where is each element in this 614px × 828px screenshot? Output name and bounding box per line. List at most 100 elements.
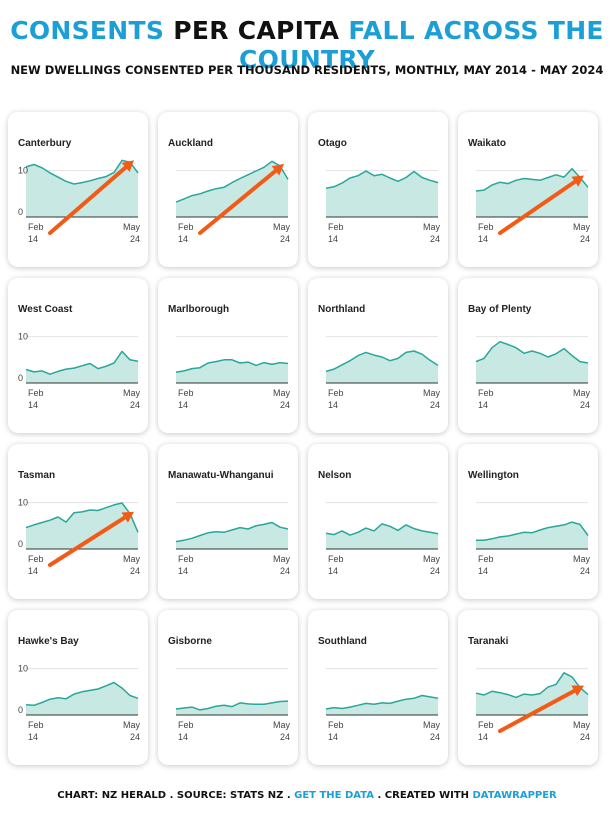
- x-tick-label: 14: [328, 732, 338, 742]
- panel-title: Waikato: [468, 138, 506, 149]
- series-line: [175, 359, 289, 374]
- series-area: [326, 523, 438, 549]
- x-tick-label: 24: [430, 732, 440, 742]
- x-tick-label: May: [573, 554, 591, 564]
- x-tick-label: 14: [478, 400, 488, 410]
- series-line: [25, 159, 139, 185]
- x-tick-label: 24: [580, 732, 590, 742]
- y-tick-label: 0: [18, 207, 23, 217]
- panel-chart: Feb 14 May 24: [325, 170, 441, 244]
- x-tick-label: 14: [478, 732, 488, 742]
- series-area: [176, 359, 288, 383]
- panel-chart: 10 0 Feb 14 May 24: [18, 159, 141, 244]
- panel-chart: Feb 14 May 24: [175, 160, 291, 244]
- panel-chart: 10 0 Feb 14 May 24: [18, 332, 140, 410]
- x-tick-label: 24: [130, 400, 140, 410]
- series-line: [325, 350, 439, 373]
- x-tick-label: Feb: [178, 554, 194, 564]
- x-tick-label: 14: [178, 732, 188, 742]
- panel-title: Bay of Plenty: [468, 304, 532, 315]
- series-area: [26, 682, 138, 715]
- panel-chart: Feb 14 May 24: [325, 502, 440, 576]
- series-line: [325, 523, 439, 536]
- series-area: [176, 161, 288, 217]
- panel-chart: 10 0 Feb 14 May 24: [18, 498, 141, 576]
- panel-chart: Feb 14 May 24: [475, 167, 590, 244]
- panel-manawatu-whanganui: Feb 14 May 24 Manawatu-Whanganui: [158, 444, 298, 599]
- series-line: [25, 350, 139, 375]
- panel-title: Tasman: [18, 470, 56, 481]
- x-tick-label: Feb: [28, 720, 44, 730]
- x-tick-label: 14: [328, 234, 338, 244]
- series-line: [25, 681, 139, 707]
- y-tick-label: 10: [18, 664, 28, 674]
- panel-bay-of-plenty: Feb 14 May 24 Bay of Plenty: [458, 278, 598, 433]
- trend-arrow-head: [571, 175, 584, 187]
- series-area: [326, 171, 438, 217]
- x-tick-label: 24: [580, 400, 590, 410]
- series-area: [26, 503, 138, 549]
- x-tick-label: 24: [280, 566, 290, 576]
- panel-otago: Feb 14 May 24 Otago: [308, 112, 448, 267]
- panel-title: Nelson: [318, 470, 352, 481]
- x-tick-label: May: [273, 554, 291, 564]
- x-tick-label: 24: [280, 732, 290, 742]
- panel-west-coast: 10 0 Feb 14 May 24 West Coast: [8, 278, 148, 433]
- x-tick-label: May: [123, 222, 141, 232]
- y-tick-label: 0: [18, 373, 23, 383]
- panel-chart: Feb 14 May 24: [325, 336, 440, 410]
- panel-title: West Coast: [18, 304, 73, 315]
- trend-arrow-shaft: [48, 515, 127, 567]
- datawrapper-link[interactable]: DATAWRAPPER: [472, 790, 557, 801]
- panel-title: Wellington: [468, 470, 519, 481]
- trend-arrow-head: [121, 511, 134, 523]
- panel-title: Northland: [318, 304, 366, 315]
- series-line: [325, 694, 439, 710]
- footer-credit: CHART: NZ HERALD . SOURCE: STATS NZ .: [57, 790, 295, 801]
- x-tick-label: May: [423, 222, 441, 232]
- x-tick-label: May: [123, 554, 141, 564]
- x-tick-label: 14: [28, 400, 38, 410]
- panel-nelson: Feb 14 May 24 Nelson: [308, 444, 448, 599]
- series-line: [475, 340, 589, 364]
- panel-chart: Feb 14 May 24: [175, 336, 290, 410]
- series-area: [476, 168, 588, 217]
- x-tick-label: May: [273, 222, 291, 232]
- series-area: [326, 351, 438, 383]
- trend-arrow-head: [121, 160, 134, 172]
- series-line: [476, 521, 589, 541]
- panel-wellington: Feb 14 May 24 Wellington: [458, 444, 598, 599]
- x-tick-label: Feb: [328, 554, 344, 564]
- x-tick-label: 14: [328, 400, 338, 410]
- panel-title: Hawke's Bay: [18, 636, 79, 647]
- panel-tasman: 10 0 Feb 14 May 24 Tasman: [8, 444, 148, 599]
- x-tick-label: 24: [580, 566, 590, 576]
- x-tick-label: 14: [28, 566, 38, 576]
- panel-title: Auckland: [168, 138, 214, 149]
- x-tick-label: May: [573, 720, 591, 730]
- panel-southland: Feb 14 May 24 Southland: [308, 610, 448, 765]
- trend-arrow-shaft: [498, 688, 577, 733]
- y-tick-label: 10: [18, 166, 28, 176]
- x-tick-label: Feb: [178, 388, 194, 398]
- x-tick-label: Feb: [178, 720, 194, 730]
- x-tick-label: Feb: [28, 554, 44, 564]
- x-tick-label: 24: [130, 234, 140, 244]
- series-area: [26, 351, 138, 383]
- series-line: [25, 502, 139, 533]
- series-area: [176, 522, 288, 549]
- panel-title: Gisborne: [168, 636, 212, 647]
- panel-chart: Feb 14 May 24: [325, 668, 440, 742]
- trend-arrow-head: [571, 685, 584, 697]
- x-tick-label: 14: [478, 234, 488, 244]
- x-tick-label: 14: [178, 566, 188, 576]
- get-the-data-link[interactable]: GET THE DATA: [294, 790, 375, 801]
- panel-gisborne: Feb 14 May 24 Gisborne: [158, 610, 298, 765]
- x-tick-label: 14: [478, 566, 488, 576]
- x-tick-label: 24: [280, 400, 290, 410]
- y-tick-label: 10: [18, 498, 28, 508]
- x-tick-label: 24: [430, 400, 440, 410]
- x-tick-label: Feb: [478, 388, 494, 398]
- trend-arrow-shaft: [498, 179, 577, 235]
- x-tick-label: 24: [580, 234, 590, 244]
